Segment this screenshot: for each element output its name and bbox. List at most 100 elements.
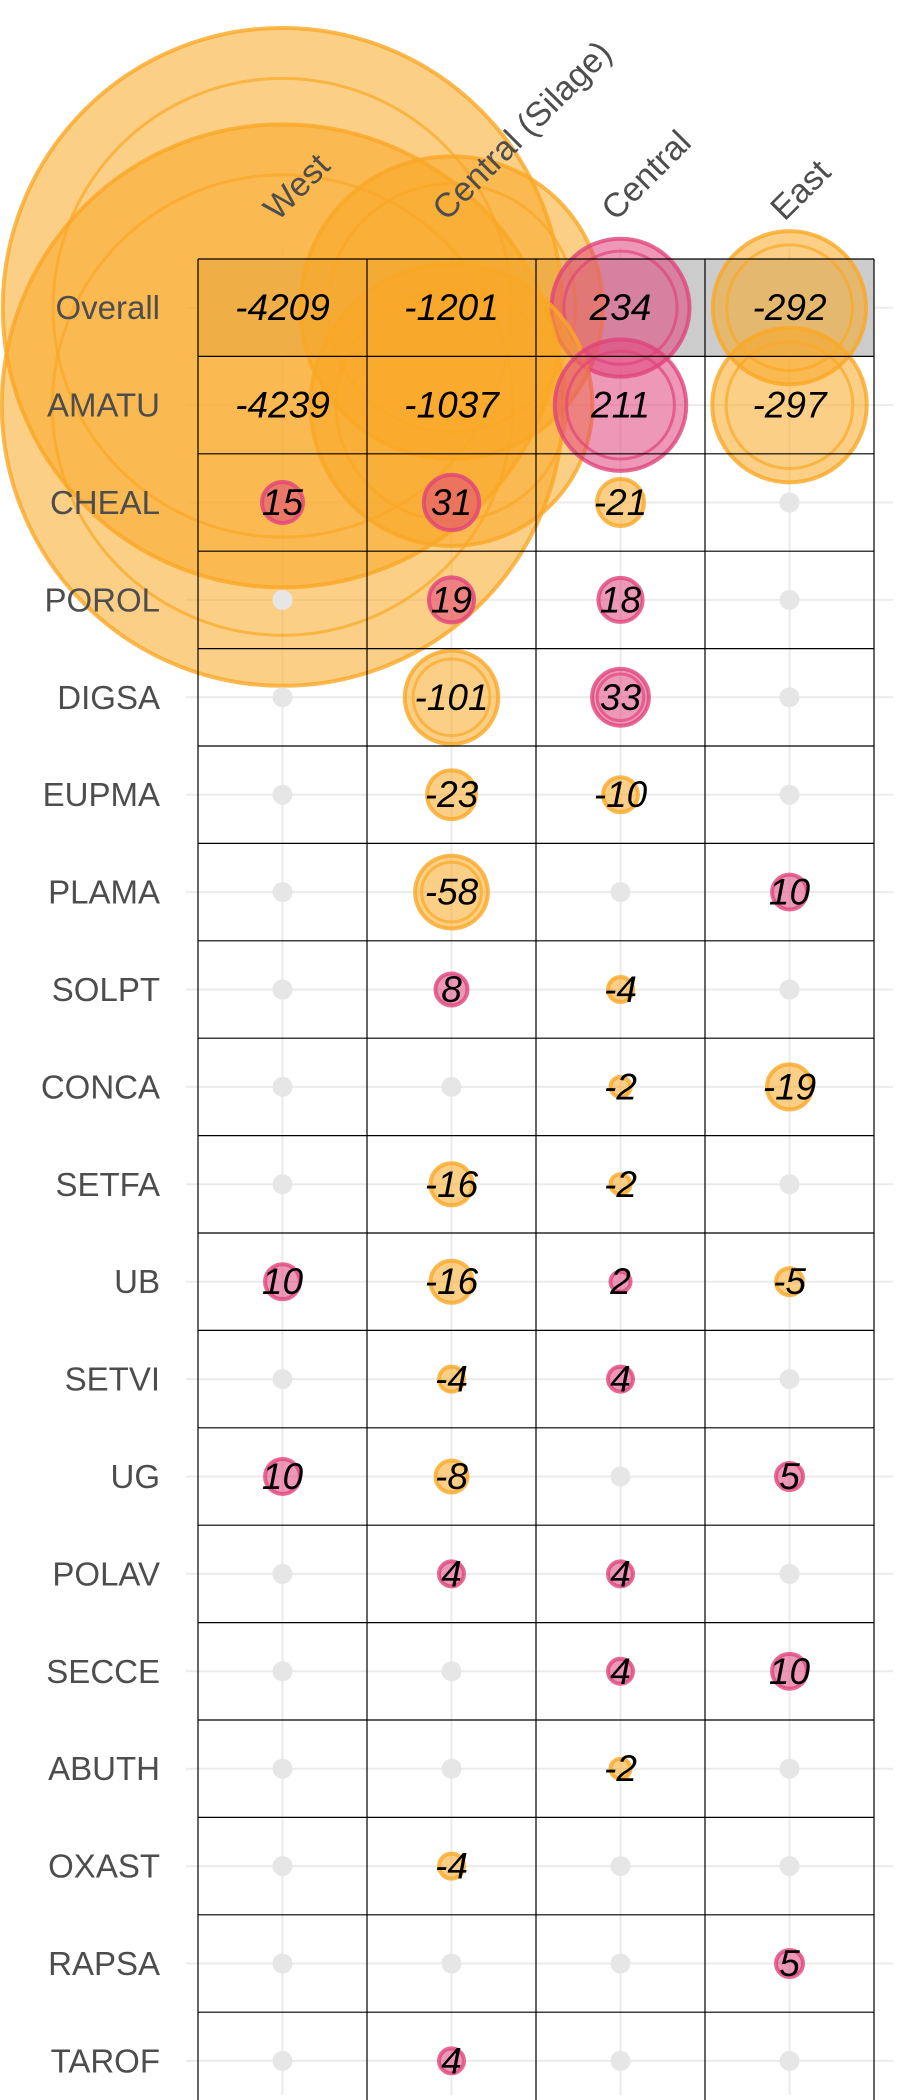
bubble-ub-east [773, 1266, 806, 1298]
bubble-ring [420, 860, 483, 924]
empty-dot [272, 687, 293, 708]
value-label-ug-central-silage: -8 [435, 1456, 468, 1497]
empty-dot [779, 1174, 800, 1195]
empty-dot [441, 1076, 462, 1097]
empty-dot [272, 1758, 293, 1779]
bubble-ug-central-silage [433, 1458, 470, 1495]
empty-dot [272, 589, 293, 610]
value-label-conca-central: -2 [604, 1066, 637, 1107]
bubble-ring [724, 340, 855, 470]
row-label-secce: SECCE [46, 1653, 160, 1690]
value-label-abuth-central: -2 [604, 1748, 637, 1789]
bubble-ug-west [263, 1457, 302, 1496]
value-label-amatu-central-silage: -1037 [404, 385, 500, 426]
bubble-digsa-central [590, 666, 651, 728]
bubble-plama-central-silage [413, 853, 490, 931]
value-label-solpt-central-silage: 8 [441, 969, 462, 1010]
value-label-secce-central: 4 [610, 1651, 631, 1692]
value-label-setvi-central-silage: -4 [435, 1359, 468, 1400]
bubble-setvi-central-silage [437, 1364, 466, 1394]
empty-dot [610, 1466, 631, 1487]
empty-dot [779, 784, 800, 805]
value-label-overall-east: -292 [752, 287, 826, 328]
bubble-porol-central [596, 575, 645, 624]
empty-dot [779, 979, 800, 1000]
empty-dot [441, 1661, 462, 1682]
value-label-solpt-central: -4 [604, 969, 637, 1010]
bubble-eupma-central [601, 775, 640, 815]
bubble-abuth-central [608, 1756, 633, 1781]
value-label-amatu-west: -4239 [235, 385, 330, 426]
empty-dot [610, 1953, 631, 1974]
bubble-porol-central-silage [426, 575, 477, 625]
bubble-setvi-central [606, 1364, 635, 1394]
empty-dot [272, 1856, 293, 1877]
value-label-setfa-central-silage: -16 [425, 1164, 479, 1205]
value-label-plama-central-silage: -58 [425, 872, 479, 913]
cell-borders [197, 258, 875, 2100]
bubble-secce-central [606, 1656, 635, 1686]
value-label-ug-west: 10 [262, 1456, 304, 1497]
empty-dot [272, 1563, 293, 1584]
bubble-rapsa-east [773, 1947, 806, 1980]
empty-dot [272, 1953, 293, 1974]
empty-dot [610, 1856, 631, 1877]
value-label-ub-east: -5 [773, 1261, 806, 1302]
row-label-conca: CONCA [41, 1068, 160, 1105]
bubble-ug-east [773, 1460, 806, 1493]
empty-dot [272, 979, 293, 1000]
empty-dot [779, 1369, 800, 1390]
bubble-polav-central-silage [437, 1559, 466, 1589]
bubble-conca-central [608, 1074, 633, 1099]
bubble-digsa-central-silage [402, 648, 501, 747]
bubble-ring [595, 672, 646, 723]
value-label-ug-east: 5 [779, 1456, 800, 1497]
empty-dot [272, 1174, 293, 1195]
empty-dot [272, 1369, 293, 1390]
value-label-porol-central: 18 [600, 579, 642, 620]
row-label-plama: PLAMA [48, 874, 160, 911]
value-label-oxast-central-silage: -4 [435, 1846, 468, 1887]
value-label-digsa-central-silage: -101 [414, 677, 488, 718]
row-label-overall: Overall [55, 289, 160, 326]
value-label-setfa-central: -2 [604, 1164, 637, 1205]
bubble-amatu-central [552, 337, 689, 473]
empty-dot [441, 1953, 462, 1974]
value-label-eupma-central: -10 [594, 774, 648, 815]
empty-dot [779, 1758, 800, 1779]
empty-dot [272, 2050, 293, 2071]
bubble-amatu-east [710, 325, 869, 485]
bubble-setfa-central [608, 1172, 633, 1197]
value-labels: -4209 -1201 234 -292 -4239 -1037 211 -297 15 31 -2… [235, 287, 828, 2081]
empty-dot [272, 784, 293, 805]
bubble-polav-central [606, 1559, 635, 1589]
bubble-ub-central [608, 1269, 633, 1294]
value-label-overall-west: -4209 [235, 287, 330, 328]
value-label-cheal-west: 15 [262, 482, 304, 523]
value-label-cheal-central-silage: 31 [431, 482, 472, 523]
empty-dot [272, 1076, 293, 1097]
row-label-tarof: TAROF [51, 2042, 160, 2079]
bubble-setfa-central-silage [428, 1161, 475, 1208]
value-label-ub-central-silage: -16 [425, 1261, 479, 1302]
row-label-oxast: OXAST [48, 1848, 160, 1885]
value-label-setvi-central: 4 [610, 1359, 631, 1400]
value-label-conca-east: -19 [763, 1066, 816, 1107]
row-label-solpt: SOLPT [52, 971, 160, 1008]
empty-dot [610, 882, 631, 903]
value-label-rapsa-east: 5 [779, 1943, 800, 1984]
column-label-east: East [763, 152, 838, 227]
empty-dot [779, 589, 800, 610]
value-label-amatu-central: 211 [590, 385, 650, 426]
empty-dot [272, 1661, 293, 1682]
value-label-overall-central: 234 [589, 287, 652, 328]
bubble-tarof-central-silage [437, 2046, 466, 2076]
row-label-amatu: AMATU [47, 387, 160, 424]
bubble-solpt-central-silage [433, 971, 470, 1008]
row-label-eupma: EUPMA [43, 776, 160, 813]
empty-dot [779, 2050, 800, 2071]
row-label-polav: POLAV [52, 1555, 160, 1592]
value-label-amatu-east: -297 [752, 385, 827, 426]
empty-dot [610, 2050, 631, 2071]
bubble-cheal-central [595, 477, 646, 528]
